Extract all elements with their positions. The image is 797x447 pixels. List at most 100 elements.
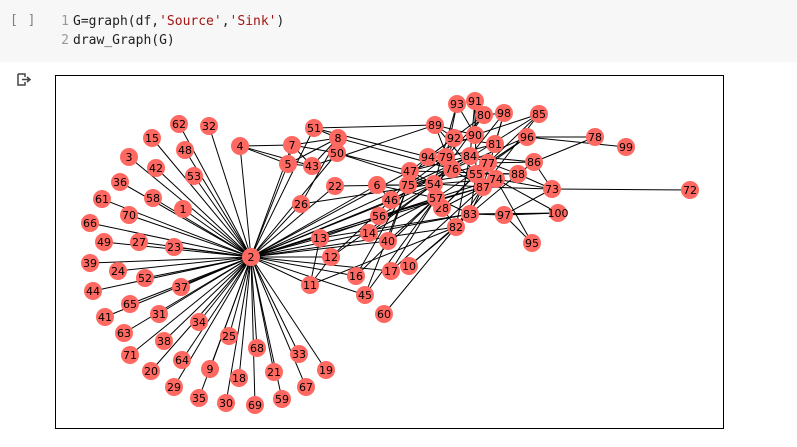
graph-node-label: 54 xyxy=(427,178,441,191)
graph-node: 58 xyxy=(144,189,162,207)
graph-node-circle xyxy=(147,159,165,177)
graph-node-circle xyxy=(130,233,148,251)
graph-node: 68 xyxy=(248,339,266,357)
graph-node-label: 74 xyxy=(489,173,503,186)
graph-node-label: 79 xyxy=(439,151,453,164)
graph-node-label: 26 xyxy=(294,198,308,211)
graph-node-label: 42 xyxy=(149,162,163,175)
graph-node: 43 xyxy=(303,157,321,175)
graph-edge xyxy=(495,178,559,214)
graph-node-circle xyxy=(509,165,527,183)
graph-edge xyxy=(129,256,252,305)
graph-node: 32 xyxy=(200,117,218,135)
graph-node: 95 xyxy=(523,234,541,252)
graph-edge xyxy=(503,188,553,216)
graph-node-circle xyxy=(475,106,493,124)
graph-edge xyxy=(469,212,559,215)
graph-node: 14 xyxy=(360,224,378,242)
graph-node-circle xyxy=(479,154,497,172)
graph-node: 41 xyxy=(96,308,114,326)
graph-node-circle xyxy=(437,148,455,166)
graph-edge xyxy=(119,181,252,258)
graph-node-circle xyxy=(242,248,260,266)
graph-edge xyxy=(383,226,457,315)
graph-node-circle xyxy=(447,218,465,236)
graph-node: 60 xyxy=(375,305,393,323)
graph-node-label: 47 xyxy=(403,165,417,178)
graph-node-circle xyxy=(445,129,463,147)
graph-edge xyxy=(89,256,252,264)
graph-node: 37 xyxy=(172,278,190,296)
graph-edge xyxy=(455,155,471,228)
graph-edge xyxy=(208,125,252,258)
graph-node-label: 53 xyxy=(187,170,201,183)
graph-node-circle xyxy=(495,104,513,122)
graph-node-label: 57 xyxy=(429,192,443,205)
graph-node-label: 31 xyxy=(152,308,166,321)
graph-node-label: 63 xyxy=(117,327,131,340)
line-number: 1 xyxy=(61,14,69,29)
graph-node-label: 49 xyxy=(97,236,111,249)
graph-node-circle xyxy=(419,148,437,166)
graph-node-circle xyxy=(174,200,192,218)
graph-node-label: 85 xyxy=(532,108,546,121)
graph-node: 39 xyxy=(81,254,99,272)
graph-node-circle xyxy=(426,116,444,134)
graph-edge xyxy=(390,186,484,272)
graph-node-circle xyxy=(329,129,347,147)
graph-node-circle xyxy=(617,138,635,156)
graph-node-label: 59 xyxy=(275,393,289,406)
graph-node: 3 xyxy=(120,148,138,166)
code-cell[interactable]: [ ] 1 G=graph(df,'Source','Sink') 2 draw_G… xyxy=(0,0,797,62)
graph-edge xyxy=(155,167,252,258)
graph-node-label: 99 xyxy=(619,141,633,154)
code-line-2: 2 draw_Graph(G) xyxy=(55,31,284,50)
graph-node: 9 xyxy=(201,360,219,378)
output-redirect-icon[interactable] xyxy=(16,72,32,88)
graph-node: 99 xyxy=(617,138,635,156)
graph-node: 21 xyxy=(265,363,283,381)
graph-node-label: 14 xyxy=(362,227,376,240)
graph-node: 44 xyxy=(84,282,102,300)
graph-node-label: 90 xyxy=(468,129,482,142)
graph-node-circle xyxy=(311,229,329,247)
graph-node-label: 88 xyxy=(511,168,525,181)
graph-node-circle xyxy=(466,126,484,144)
graph-node-circle xyxy=(523,234,541,252)
graph-edge xyxy=(152,197,252,258)
graph-node-label: 37 xyxy=(174,281,188,294)
graph-node-label: 61 xyxy=(95,193,109,206)
graph-edge xyxy=(387,197,437,242)
cell-prompt[interactable]: [ ] xyxy=(10,13,37,28)
graph-node-circle xyxy=(120,148,138,166)
graph-node: 4 xyxy=(231,137,249,155)
graph-plot: 1 2 3 4 5 6 7 8 9 10 11 12 13 14 15 16 17 18 19 20 21 22 23 24 2… xyxy=(55,75,724,429)
graph-node-circle xyxy=(368,176,386,194)
code-string: 'Sink' xyxy=(229,14,277,29)
graph-node-circle xyxy=(190,313,208,331)
graph-node: 91 xyxy=(466,92,484,110)
graph-edge xyxy=(487,113,540,164)
graph-node-label: 81 xyxy=(488,138,502,151)
graph-node-label: 48 xyxy=(178,144,192,157)
graph-node-label: 70 xyxy=(122,209,136,222)
code-editor[interactable]: 1 G=graph(df,'Source','Sink') 2 draw_Graph… xyxy=(55,12,284,50)
graph-edge xyxy=(250,256,327,371)
graph-node-circle xyxy=(487,170,505,188)
graph-node-label: 2 xyxy=(248,251,255,264)
graph-node: 72 xyxy=(681,181,699,199)
graph-node: 35 xyxy=(190,389,208,407)
graph-node: 42 xyxy=(147,159,165,177)
graph-node-label: 71 xyxy=(123,349,137,362)
graph-node-label: 50 xyxy=(330,147,344,160)
graph-node: 47 xyxy=(401,162,419,180)
graph-node-circle xyxy=(170,115,188,133)
graph-node-label: 4 xyxy=(237,140,244,153)
graph-node-circle xyxy=(360,224,378,242)
graph-node: 26 xyxy=(292,195,310,213)
graph-node: 69 xyxy=(246,396,264,414)
graph-node: 31 xyxy=(150,305,168,323)
graph-node: 36 xyxy=(111,173,129,191)
graph-node-circle xyxy=(292,195,310,213)
